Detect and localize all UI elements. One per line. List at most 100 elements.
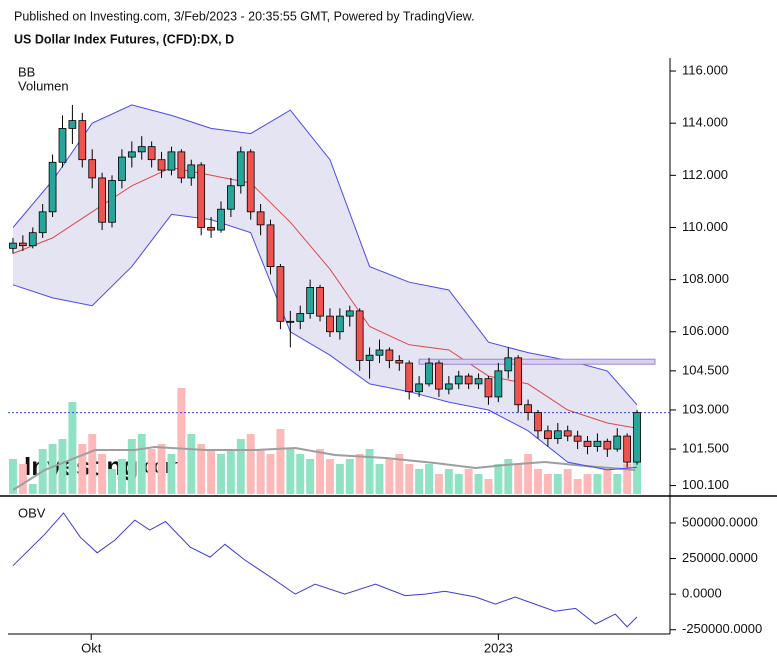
volume-bar	[28, 484, 37, 494]
volume-bar	[345, 459, 354, 494]
y-tick-label: 500000.0000	[682, 514, 758, 529]
volume-bar	[494, 464, 503, 494]
volume-bar	[98, 454, 107, 494]
volume-bar	[573, 479, 582, 494]
candle-body	[484, 378, 493, 398]
candle-body	[18, 242, 27, 247]
volume-bar	[633, 454, 642, 494]
candle-body	[157, 159, 166, 171]
legend-label: BB	[18, 64, 35, 79]
candle-body	[514, 357, 523, 406]
volume-bar	[543, 474, 552, 494]
published-note: Published on Investing.com, 3/Feb/2023 -…	[14, 9, 474, 23]
y-tick-label: 106.000	[682, 323, 729, 338]
volume-bar	[464, 469, 473, 494]
volume-bar	[553, 474, 562, 494]
volume-bar	[266, 454, 275, 494]
candle-body	[108, 180, 116, 223]
volume-bar	[444, 469, 453, 494]
volume-bar	[117, 459, 126, 494]
volume-bar	[48, 444, 57, 494]
y-tick-label: 116.000	[682, 62, 728, 77]
y-tick-label: 0.0000	[682, 586, 722, 601]
volume-bar	[296, 454, 305, 494]
candle-body	[435, 362, 443, 390]
volume-bar	[316, 449, 325, 494]
candle-body	[68, 120, 77, 129]
candle-body	[78, 120, 87, 161]
candle-body	[58, 127, 67, 163]
volume-bar	[395, 454, 404, 494]
candle-body	[127, 151, 136, 158]
candle-body	[296, 313, 305, 322]
bb-upper	[12, 104, 638, 406]
candle-body	[603, 440, 612, 450]
candle-body	[246, 151, 255, 213]
y-tick-label: 100.100	[682, 477, 729, 492]
volume-bar	[365, 449, 374, 494]
bb-band	[13, 104, 637, 470]
volume-bar	[603, 469, 612, 494]
volume-bar	[454, 474, 463, 494]
y-tick-label: 110.000	[682, 219, 728, 234]
candle-body	[236, 151, 245, 187]
candle-body	[286, 320, 295, 323]
candle-body	[177, 151, 186, 179]
symbol-title: US Dollar Index Futures, (CFD):DX, D	[14, 32, 234, 46]
volume-bar	[474, 474, 483, 494]
candle-body	[375, 349, 384, 356]
obv-line	[12, 512, 638, 628]
candle-body	[633, 412, 641, 463]
volume-bar	[613, 474, 622, 494]
volume-bar	[88, 434, 97, 494]
volume-bar	[335, 464, 344, 494]
volume-bar	[127, 439, 136, 494]
volume-bar	[385, 459, 394, 494]
candle-body	[88, 159, 97, 179]
candle-body	[98, 177, 106, 223]
volume-bar	[514, 464, 523, 494]
volume-bar	[276, 429, 285, 494]
volume-bar	[58, 439, 67, 494]
candle-body	[118, 156, 126, 181]
volume-bar	[137, 434, 146, 494]
volume-bar	[534, 469, 542, 494]
volume-bar	[226, 449, 235, 494]
candle-body	[355, 310, 364, 361]
candle-body	[425, 362, 433, 385]
volume-bar	[355, 454, 364, 494]
candle-body	[573, 435, 582, 442]
volume-bar	[157, 444, 166, 494]
legend-label: Volumen	[18, 78, 69, 93]
candle-body	[38, 211, 47, 234]
volume-bar	[524, 454, 533, 494]
candle-body	[395, 360, 404, 364]
candle-body	[405, 362, 414, 393]
candle-body	[474, 378, 483, 385]
y-tick-label: -250000.0000	[682, 621, 762, 636]
candle-body	[9, 242, 17, 249]
volume-bar	[583, 474, 592, 494]
volume-bar	[375, 464, 384, 494]
candle-body	[266, 224, 275, 267]
y-tick-label: 104.500	[682, 362, 729, 377]
candle-body	[316, 287, 324, 317]
candle-body	[365, 354, 374, 361]
y-tick-label: 250000.0000	[682, 550, 758, 565]
candle-body	[444, 383, 453, 390]
candle-body	[464, 375, 473, 385]
x-tick-label: 2023	[484, 640, 513, 655]
candle-body	[454, 375, 463, 385]
volume-bar	[256, 449, 265, 494]
volume-ma-line	[12, 445, 636, 491]
volume-bar	[325, 459, 334, 494]
candle-body	[147, 146, 156, 161]
volume-bar	[217, 454, 225, 494]
candle-body	[256, 211, 265, 226]
candle-body	[385, 349, 394, 361]
y-tick-label: 108.000	[682, 271, 729, 286]
volume-bar	[68, 402, 77, 494]
candle-body	[28, 232, 37, 247]
volume-bar	[405, 464, 414, 494]
volume-bar	[286, 449, 295, 494]
